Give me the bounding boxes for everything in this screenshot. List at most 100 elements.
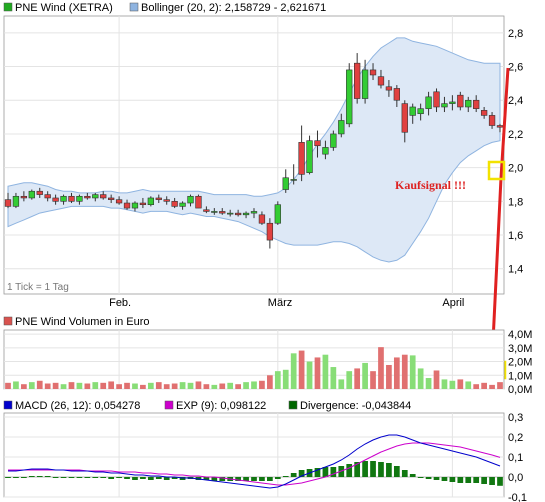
candle-down [354, 62, 361, 99]
candle-down [4, 199, 12, 207]
candle-down [377, 76, 385, 86]
candle-up [449, 101, 456, 104]
divergence-bar [314, 468, 321, 477]
candle-down [473, 99, 480, 109]
volume-bar [13, 381, 19, 389]
divergence-bar [60, 477, 67, 478]
divergence-bar [346, 464, 353, 477]
candle-up [179, 202, 186, 207]
volume-bars [5, 347, 503, 389]
volume-bar [92, 382, 99, 389]
volume-bar [116, 384, 122, 389]
divergence-bar [108, 477, 115, 479]
volume-bar [163, 384, 170, 389]
divergence-bar [92, 477, 99, 478]
candle-down [68, 195, 75, 202]
volume-bar [219, 383, 226, 389]
macd-legend-swatch [3, 400, 13, 410]
volume-bar [441, 379, 448, 389]
divergence-bar [116, 477, 122, 478]
candle-up [409, 106, 416, 116]
divergence-legend-label: Divergence: -0,043844 [300, 400, 411, 412]
volume-legend: PNE Wind Volumen in Euro [3, 316, 150, 328]
volume-bar [314, 357, 321, 389]
price-y-tick-labels: 1,4 1,6 1,8 2,0 2,2 2,4 2,6 2,8 [508, 28, 523, 276]
volume-y-tick: 2,0M [508, 357, 532, 369]
candle-up [330, 133, 337, 148]
macd-legend-label: MACD (26, 12): 0,054278 [15, 400, 140, 412]
volume-bar [290, 353, 297, 389]
candle-down [314, 140, 321, 147]
divergence-bar [425, 477, 432, 479]
candle-down [84, 195, 91, 199]
divergence-bar [13, 477, 19, 478]
candle-up [274, 204, 281, 224]
divergence-bar [417, 477, 424, 478]
price-plot-area: 1,4 1,6 1,8 2,0 2,2 2,4 2,6 2,8 Feb. März April 1… [3, 15, 523, 309]
candle-up [417, 108, 424, 115]
exp-legend-label: EXP (9): 0,098122 [176, 400, 266, 412]
tick-note: 1 Tick = 1 Tag [7, 282, 69, 293]
candle-down [385, 86, 393, 91]
divergence-bar [354, 462, 361, 477]
volume-bar [433, 370, 440, 389]
candle-down [258, 214, 266, 224]
divergence-bar [409, 474, 416, 477]
divergence-bar [481, 477, 487, 484]
volume-bar [425, 378, 432, 389]
candle-down [115, 199, 123, 204]
volume-bar [179, 382, 186, 389]
macd-y-tick: 0,0 [508, 472, 523, 484]
candle-down [457, 94, 464, 108]
candle-up [441, 103, 448, 108]
divergence-bar [28, 476, 35, 477]
volume-bar [481, 382, 487, 389]
candle-up [242, 212, 250, 216]
candle-down [20, 195, 28, 199]
divergence-bar [36, 476, 43, 477]
volume-bar [203, 384, 210, 389]
volume-bar [235, 384, 241, 389]
volume-bar [378, 347, 384, 389]
volume-bar [354, 368, 361, 389]
divergence-bar [282, 476, 289, 477]
volume-bar [370, 371, 376, 389]
candle-down [163, 199, 170, 202]
volume-bar [409, 355, 416, 389]
divergence-bar [401, 470, 408, 477]
candle-down [401, 103, 408, 133]
bollinger-legend-swatch [129, 2, 139, 12]
price-legend: PNE Wind (XETRA) Bollinger (20, 2): 2,15… [3, 2, 326, 14]
macd-plot-area: -0,1 0,0 0,1 0,2 0,3 [3, 412, 527, 502]
candle-up [187, 195, 194, 204]
divergence-bar [378, 462, 384, 477]
divergence-bar [370, 461, 376, 477]
exp-legend-swatch [164, 400, 174, 410]
candle-up [306, 140, 313, 173]
volume-y-tick: 1,0M [508, 370, 532, 382]
volume-bar [497, 382, 503, 389]
bollinger-legend-label: Bollinger (20, 2): 2,158729 - 2,621671 [141, 2, 326, 14]
volume-bar [147, 382, 154, 389]
candle-down [52, 197, 59, 202]
divergence-bar [290, 473, 297, 477]
candle-down [171, 201, 178, 207]
candle-up [250, 211, 258, 214]
bollinger-band [7, 37, 501, 263]
volume-bar [417, 368, 424, 389]
divergence-bar [219, 477, 226, 481]
candle-up [12, 195, 20, 207]
candle-up [361, 69, 369, 99]
divergence-bar [465, 477, 472, 483]
candle-down [195, 195, 202, 209]
buy-signal-label: Kaufsignal !!! [395, 178, 466, 192]
volume-bar [330, 367, 337, 389]
volume-bar [282, 369, 289, 389]
divergence-bar [243, 477, 249, 481]
divergence-bar [147, 477, 154, 480]
volume-y-tick: 0,0M [508, 384, 532, 396]
divergence-legend-swatch [288, 400, 298, 410]
divergence-bar [274, 477, 281, 479]
candle-down [480, 110, 488, 116]
